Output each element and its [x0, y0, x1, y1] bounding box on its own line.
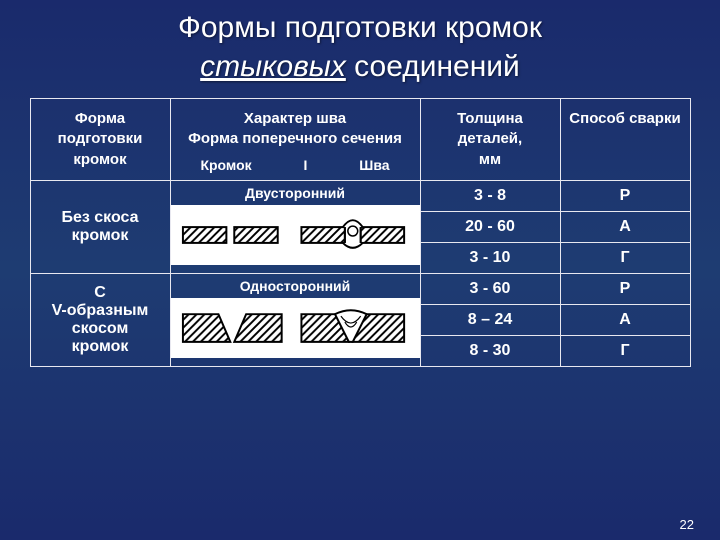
col2-sub-divider: I: [304, 156, 308, 175]
col-header-form: Форма подготовки кромок: [30, 99, 170, 181]
g2-r1-thickness: 3 - 60: [420, 274, 560, 305]
slide-title: Формы подготовки кромок стыковых соедине…: [0, 0, 720, 86]
g2-r3-thickness: 8 - 30: [420, 336, 560, 367]
g1-r1-method: Р: [560, 181, 690, 212]
page-number: 22: [680, 517, 694, 532]
title-part2: соединений: [354, 50, 520, 83]
g2-r2-method: А: [560, 305, 690, 336]
edge-prep-table: Форма подготовки кромок Характер шваФорм…: [30, 98, 691, 367]
group1-diagram: [171, 205, 420, 265]
g1-r1-thickness: 3 - 8: [420, 181, 560, 212]
diagram-vgroove-svg: [177, 302, 414, 354]
g1-r3-thickness: 3 - 10: [420, 243, 560, 274]
col-header-method-label: Способ сварки: [569, 110, 680, 127]
g1-r2-thickness: 20 - 60: [420, 212, 560, 243]
group1-label: Без скосакромок: [61, 209, 138, 244]
col2-sub-left: Кромок: [200, 156, 251, 175]
diagram-flat-svg: [177, 209, 414, 261]
group1-seam-label: Двусторонний: [171, 181, 420, 205]
g2-r3-method: Г: [560, 336, 690, 367]
col-header-seam: Характер шваФорма поперечного сечения Кр…: [170, 99, 420, 181]
group2-diagram: [171, 298, 420, 358]
group2-seam-cell: Односторонний: [170, 274, 420, 367]
group1-seam-cell: Двусторонний: [170, 181, 420, 274]
title-part1: Формы подготовки кромок: [178, 11, 542, 44]
title-emphasis: стыковых: [200, 50, 346, 83]
group2-label: СV-образным скосомкромок: [52, 284, 149, 355]
col-header-thickness: Толщина деталей,мм: [420, 99, 560, 181]
col-header-seam-label: Характер шваФорма поперечного сечения: [175, 109, 416, 150]
col-header-method: Способ сварки: [560, 99, 690, 181]
g2-r1-method: Р: [560, 274, 690, 305]
g1-r2-method: А: [560, 212, 690, 243]
col-header-form-label: Форма подготовки кромок: [58, 110, 143, 168]
group2-label-cell: СV-образным скосомкромок: [30, 274, 170, 367]
group1-label-cell: Без скосакромок: [30, 181, 170, 274]
col-header-thickness-label: Толщина деталей,мм: [457, 110, 523, 168]
col2-sub-right: Шва: [359, 156, 389, 175]
g2-r2-thickness: 8 – 24: [420, 305, 560, 336]
group2-seam-label: Односторонний: [171, 274, 420, 298]
g1-r3-method: Г: [560, 243, 690, 274]
